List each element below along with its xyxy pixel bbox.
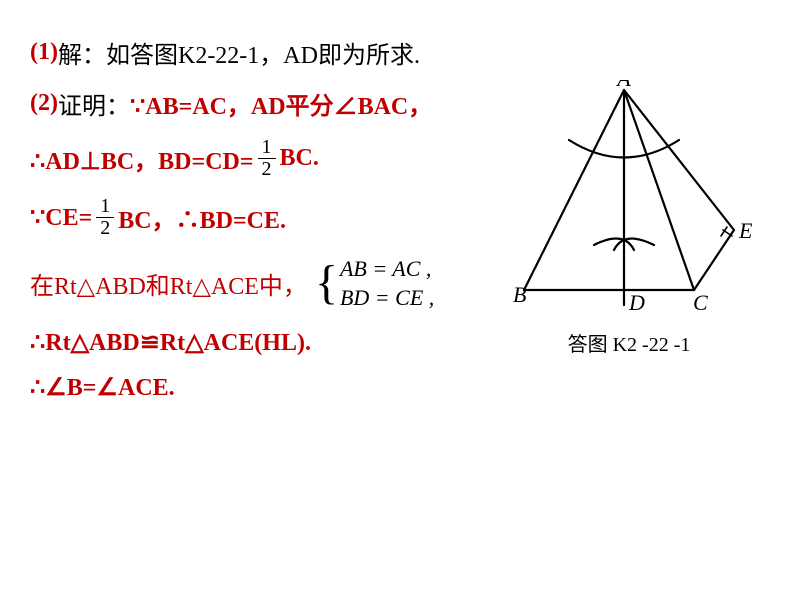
line4-a: ∵CE= [30, 203, 92, 232]
line3-a: ∴AD⊥BC，BD=CD= [30, 141, 254, 176]
left-brace-icon: { [315, 264, 338, 302]
brace-lines: AB = AC , BD = CE , [340, 255, 434, 312]
line7-text: ∴∠B=∠ACE. [30, 373, 175, 402]
line1-cn: 解：如答图K2-22-1，AD即为所求. [58, 35, 420, 70]
label-D: D [628, 290, 645, 315]
fraction-2: 1 2 [96, 196, 114, 239]
right-angle-icon [721, 227, 732, 236]
frac-den: 2 [258, 159, 276, 180]
brace-system: { AB = AC , BD = CE , [315, 255, 434, 312]
label-A: A [615, 80, 631, 91]
line-5: 在Rt△ABD和Rt△ACE中， { AB = AC , BD = CE , [30, 255, 484, 312]
label-E: E [738, 218, 753, 243]
triangle-abc [524, 90, 694, 290]
index-1: (1) [30, 39, 58, 66]
figure-caption: 答图 K2 -22 -1 [568, 328, 691, 357]
segment-ce [694, 230, 734, 290]
line6-text: ∴Rt△ABD≌Rt△ACE(HL). [30, 328, 311, 357]
line-2: (2) 证明： ∵AB=AC，AD平分∠BAC， [30, 86, 484, 121]
frac-num: 1 [258, 137, 276, 158]
line-4: ∵CE= 1 2 BC，∴BD=CE. [30, 196, 484, 239]
geometry-figure: A B C D E [499, 80, 759, 320]
index-2: (2) [30, 90, 58, 117]
line2-rest: ∵AB=AC，AD平分∠BAC， [130, 86, 432, 121]
line-6: ∴Rt△ABD≌Rt△ACE(HL). [30, 328, 484, 357]
frac-den2: 2 [96, 218, 114, 239]
line-1: (1) 解：如答图K2-22-1，AD即为所求. [30, 35, 484, 70]
line4-b: BC，∴BD=CE. [118, 200, 286, 235]
brace-line1: AB = AC , [340, 255, 434, 284]
proof-text: (1) 解：如答图K2-22-1，AD即为所求. (2) 证明： ∵AB=AC，… [30, 35, 494, 418]
figure-panel: A B C D E 答图 K2 -22 -1 [494, 35, 764, 418]
line3-b: BC. [280, 145, 319, 172]
line-7: ∴∠B=∠ACE. [30, 373, 484, 402]
line5-cn: 在Rt△ABD和Rt△ACE中， [30, 266, 307, 301]
label-C: C [693, 290, 708, 315]
fraction-1: 1 2 [258, 137, 276, 180]
segment-ae [624, 90, 734, 230]
label-B: B [513, 282, 526, 307]
line2-cn: 证明： [58, 86, 130, 121]
brace-line2: BD = CE , [340, 284, 434, 313]
frac-num2: 1 [96, 196, 114, 217]
line-3: ∴AD⊥BC，BD=CD= 1 2 BC. [30, 137, 484, 180]
